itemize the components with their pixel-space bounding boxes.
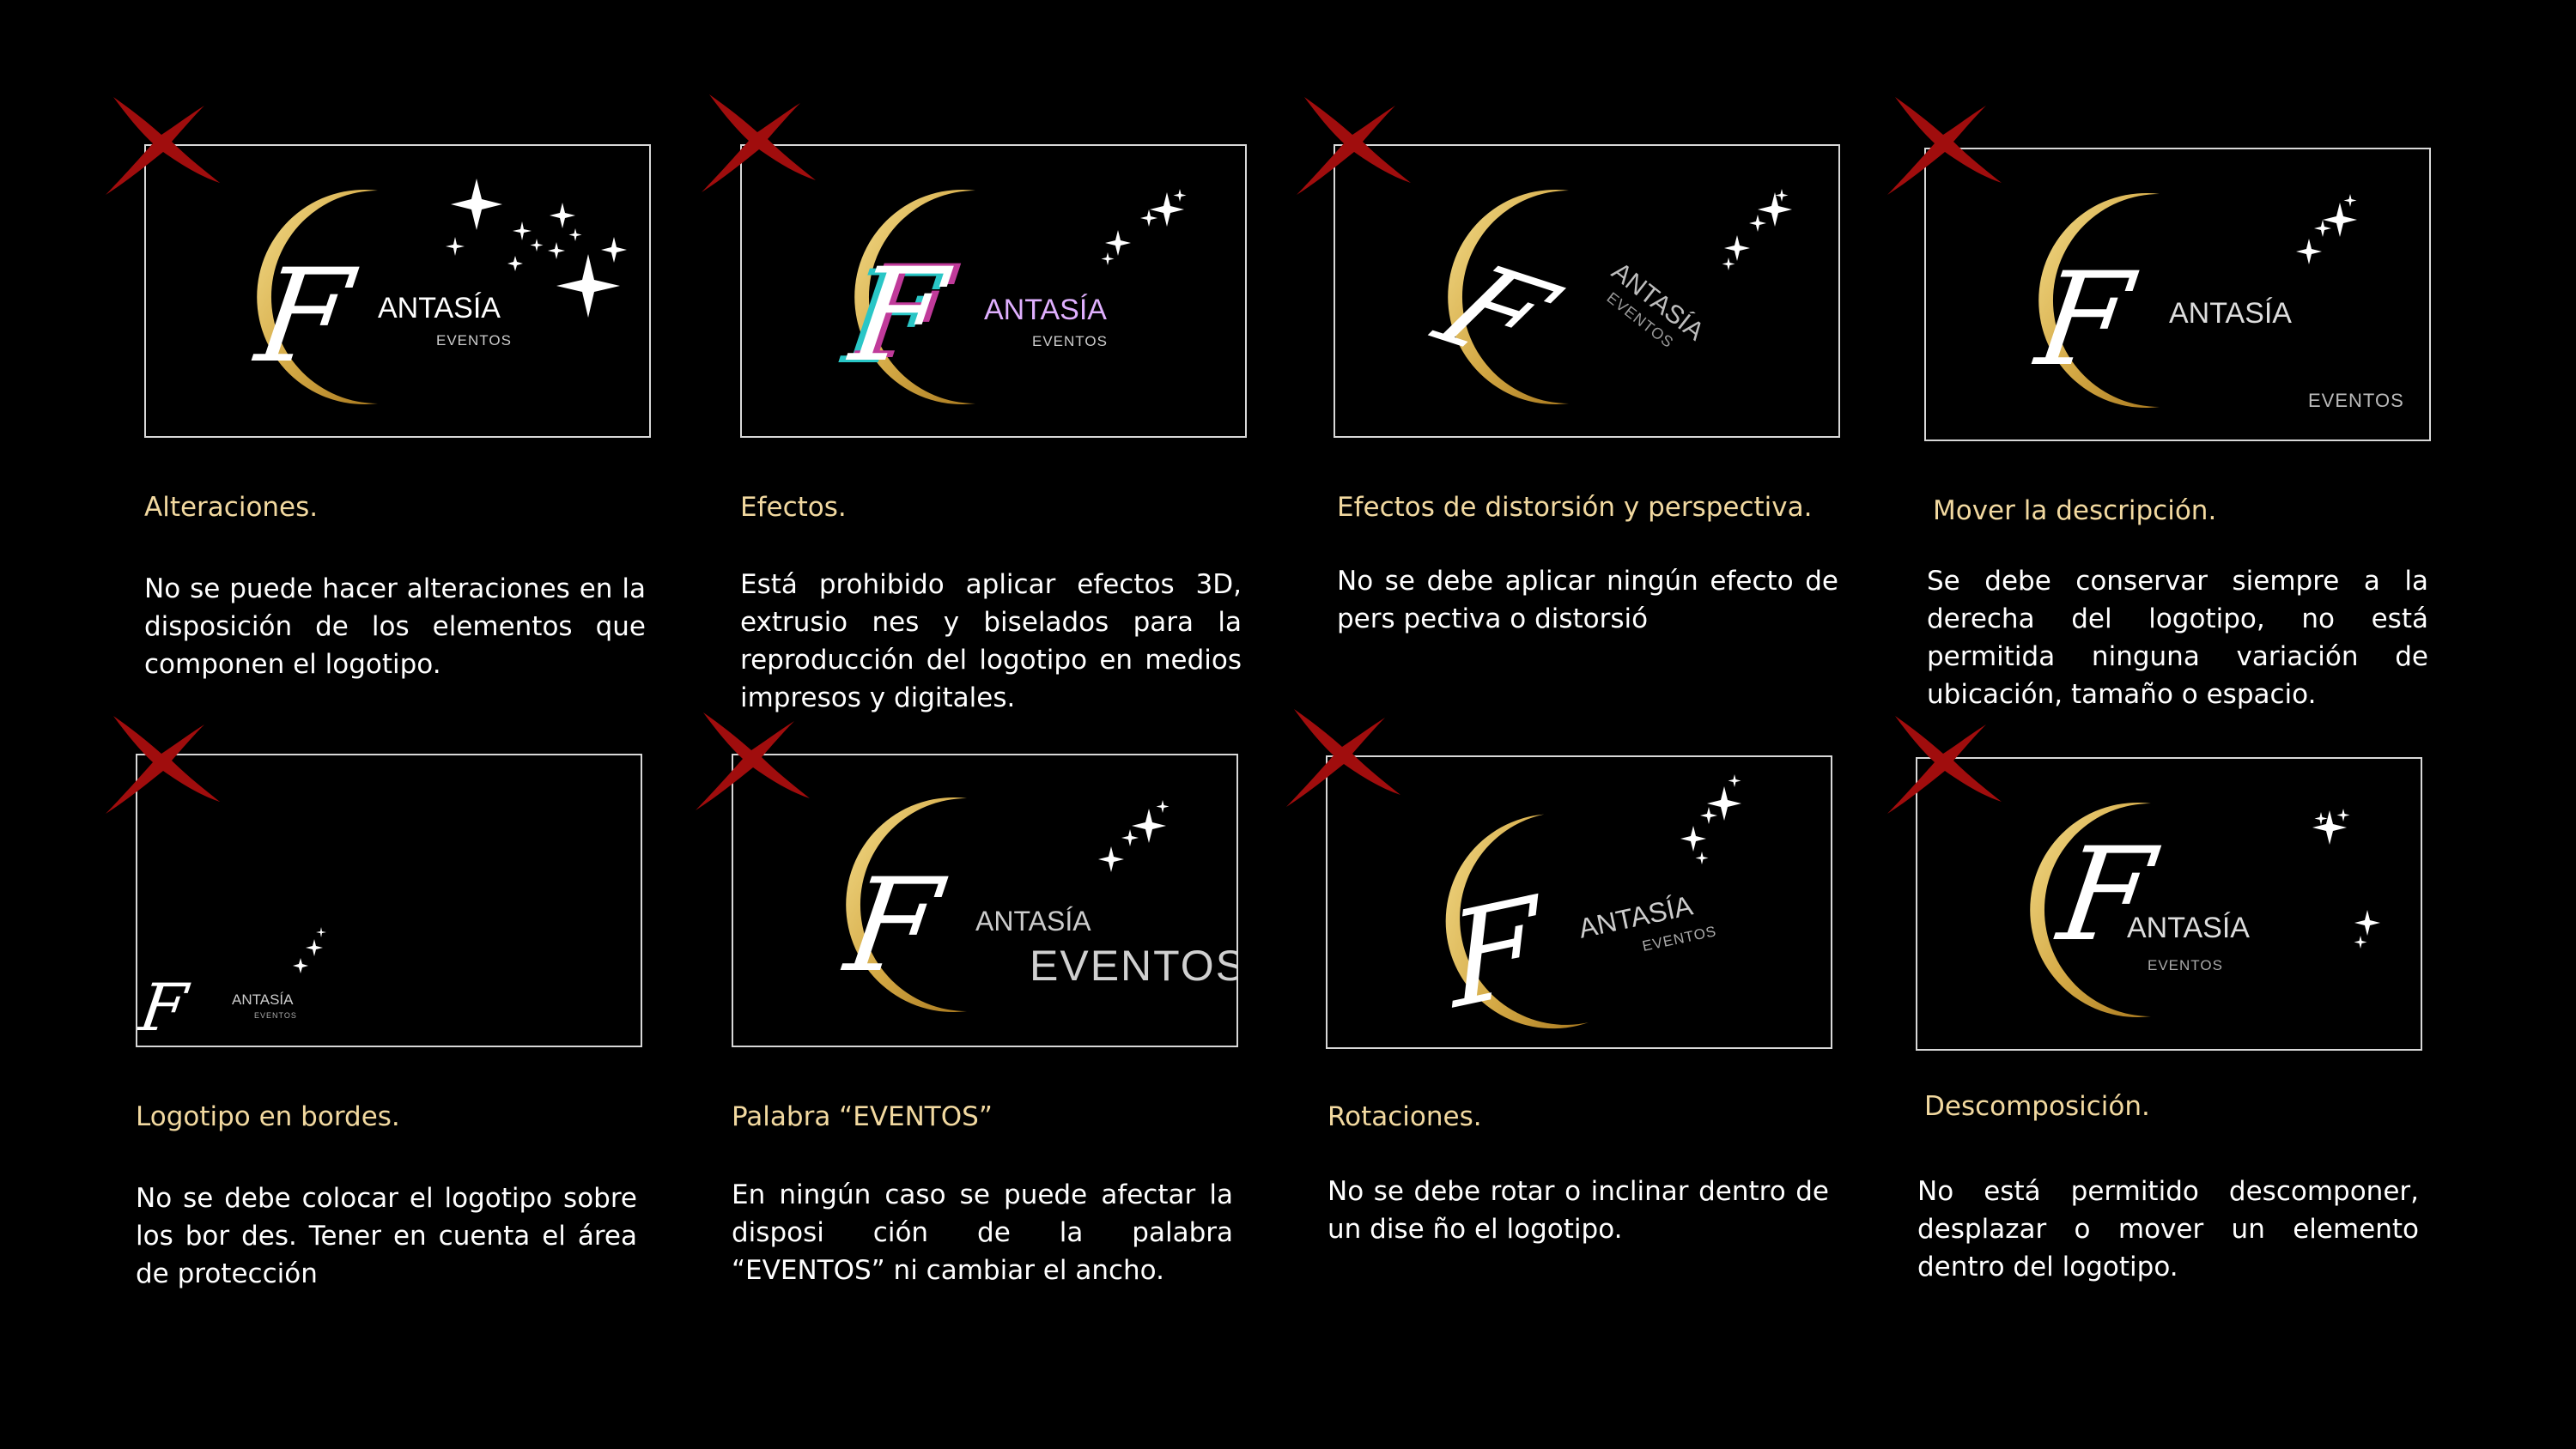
logo: F ANTASÍA EVENTOS xyxy=(835,797,1238,1012)
panel-description: Está prohibido aplicar efectos 3D, extru… xyxy=(740,569,1242,713)
panel-description: No se debe colocar el logotipo sobre los… xyxy=(136,1183,637,1289)
logo-frame: F ANTASÍA EVENTOS xyxy=(1916,757,2422,1051)
prohibited-x-icon xyxy=(696,712,810,810)
sparkles-icon xyxy=(293,927,326,973)
sparkles-icon xyxy=(1722,189,1792,270)
logo: F ANTASÍA EVENTOS xyxy=(137,937,297,1046)
logo-descriptor: EVENTOS xyxy=(1032,333,1108,349)
logo-name: ANTASÍA xyxy=(975,906,1091,937)
panel-description: No se debe rotar o inclinar dentro de un… xyxy=(1327,1176,1829,1245)
logo-name: ANTASÍA xyxy=(232,991,294,1008)
sparkles-icon xyxy=(1101,189,1187,265)
prohibited-x-icon xyxy=(106,97,220,195)
logo: F ANTASÍA EVENTOS xyxy=(246,190,512,404)
sparkles-icon xyxy=(446,179,627,318)
logo-frame: F ANTASÍA EVENTOS xyxy=(136,754,642,1047)
sparkles-icon xyxy=(1098,800,1170,872)
logo-name: ANTASÍA xyxy=(378,292,501,324)
logo-frame: F ANTASÍA EVENTOS xyxy=(732,754,1238,1047)
logo-descriptor: EVENTOS xyxy=(1030,942,1238,990)
panel-description: Se debe conservar siempre a la derecha d… xyxy=(1927,566,2428,710)
panel-heading: Alteraciones. xyxy=(144,492,319,523)
prohibited-x-icon xyxy=(702,94,816,192)
sparkles-icon xyxy=(2312,809,2380,949)
panel-heading: Mover la descripción. xyxy=(1933,495,2217,526)
prohibited-x-icon xyxy=(1286,709,1400,807)
logo: F ANTASÍA EVENTOS xyxy=(2026,193,2404,411)
prohibited-x-icon xyxy=(106,716,220,814)
logo-frame: F ANTASÍA EVENTOS xyxy=(144,144,651,438)
logo: F ANTASÍA EVENTOS xyxy=(2030,803,2250,1017)
logo-descriptor: EVENTOS xyxy=(2148,957,2223,973)
panel-heading: Palabra “EVENTOS” xyxy=(732,1101,993,1132)
logo-frame: F ANTASÍA EVENTOS xyxy=(1334,144,1840,438)
logo-descriptor: EVENTOS xyxy=(436,332,512,349)
prohibited-x-icon xyxy=(1297,97,1411,195)
sparkles-icon xyxy=(2296,194,2357,264)
logo-name: ANTASÍA xyxy=(2127,912,2250,944)
panel-heading: Efectos de distorsión y perspectiva. xyxy=(1337,492,1813,523)
logo-descriptor: EVENTOS xyxy=(2308,390,2404,411)
panel-description: No se puede hacer alteraciones en la dis… xyxy=(144,573,646,680)
panel-heading: Efectos. xyxy=(740,492,847,523)
logo-name: ANTASÍA xyxy=(984,294,1107,326)
logo-initial: F xyxy=(1443,868,1546,1040)
logo: F F F ANTASÍA EVENTOS xyxy=(834,190,1108,404)
panel-heading: Rotaciones. xyxy=(1327,1101,1482,1132)
logo-descriptor: EVENTOS xyxy=(254,1011,297,1020)
panel-description: No se debe aplicar ningún efecto de pers… xyxy=(1337,566,1838,634)
panel-description: No está permitido descomponer, desplazar… xyxy=(1917,1176,2419,1282)
prohibited-x-icon xyxy=(1887,97,2002,195)
logo-frame: F F F ANTASÍA EVENTOS xyxy=(740,144,1247,438)
sparkles-icon xyxy=(1680,774,1741,864)
panel-heading: Descomposición. xyxy=(1924,1091,2150,1122)
logo: F ANTASÍA EVENTOS xyxy=(1409,190,1709,404)
panel-description: En ningún caso se puede afectar la dispo… xyxy=(732,1179,1233,1286)
logo: F ANTASÍA EVENTOS xyxy=(1443,814,1718,1040)
logo-frame: F ANTASÍA EVENTOS xyxy=(1326,755,1832,1049)
logo-frame: F ANTASÍA EVENTOS xyxy=(1924,148,2431,441)
logo-name: ANTASÍA xyxy=(2169,297,2292,330)
prohibited-x-icon xyxy=(1887,716,2002,814)
panel-heading: Logotipo en bordes. xyxy=(136,1101,400,1132)
